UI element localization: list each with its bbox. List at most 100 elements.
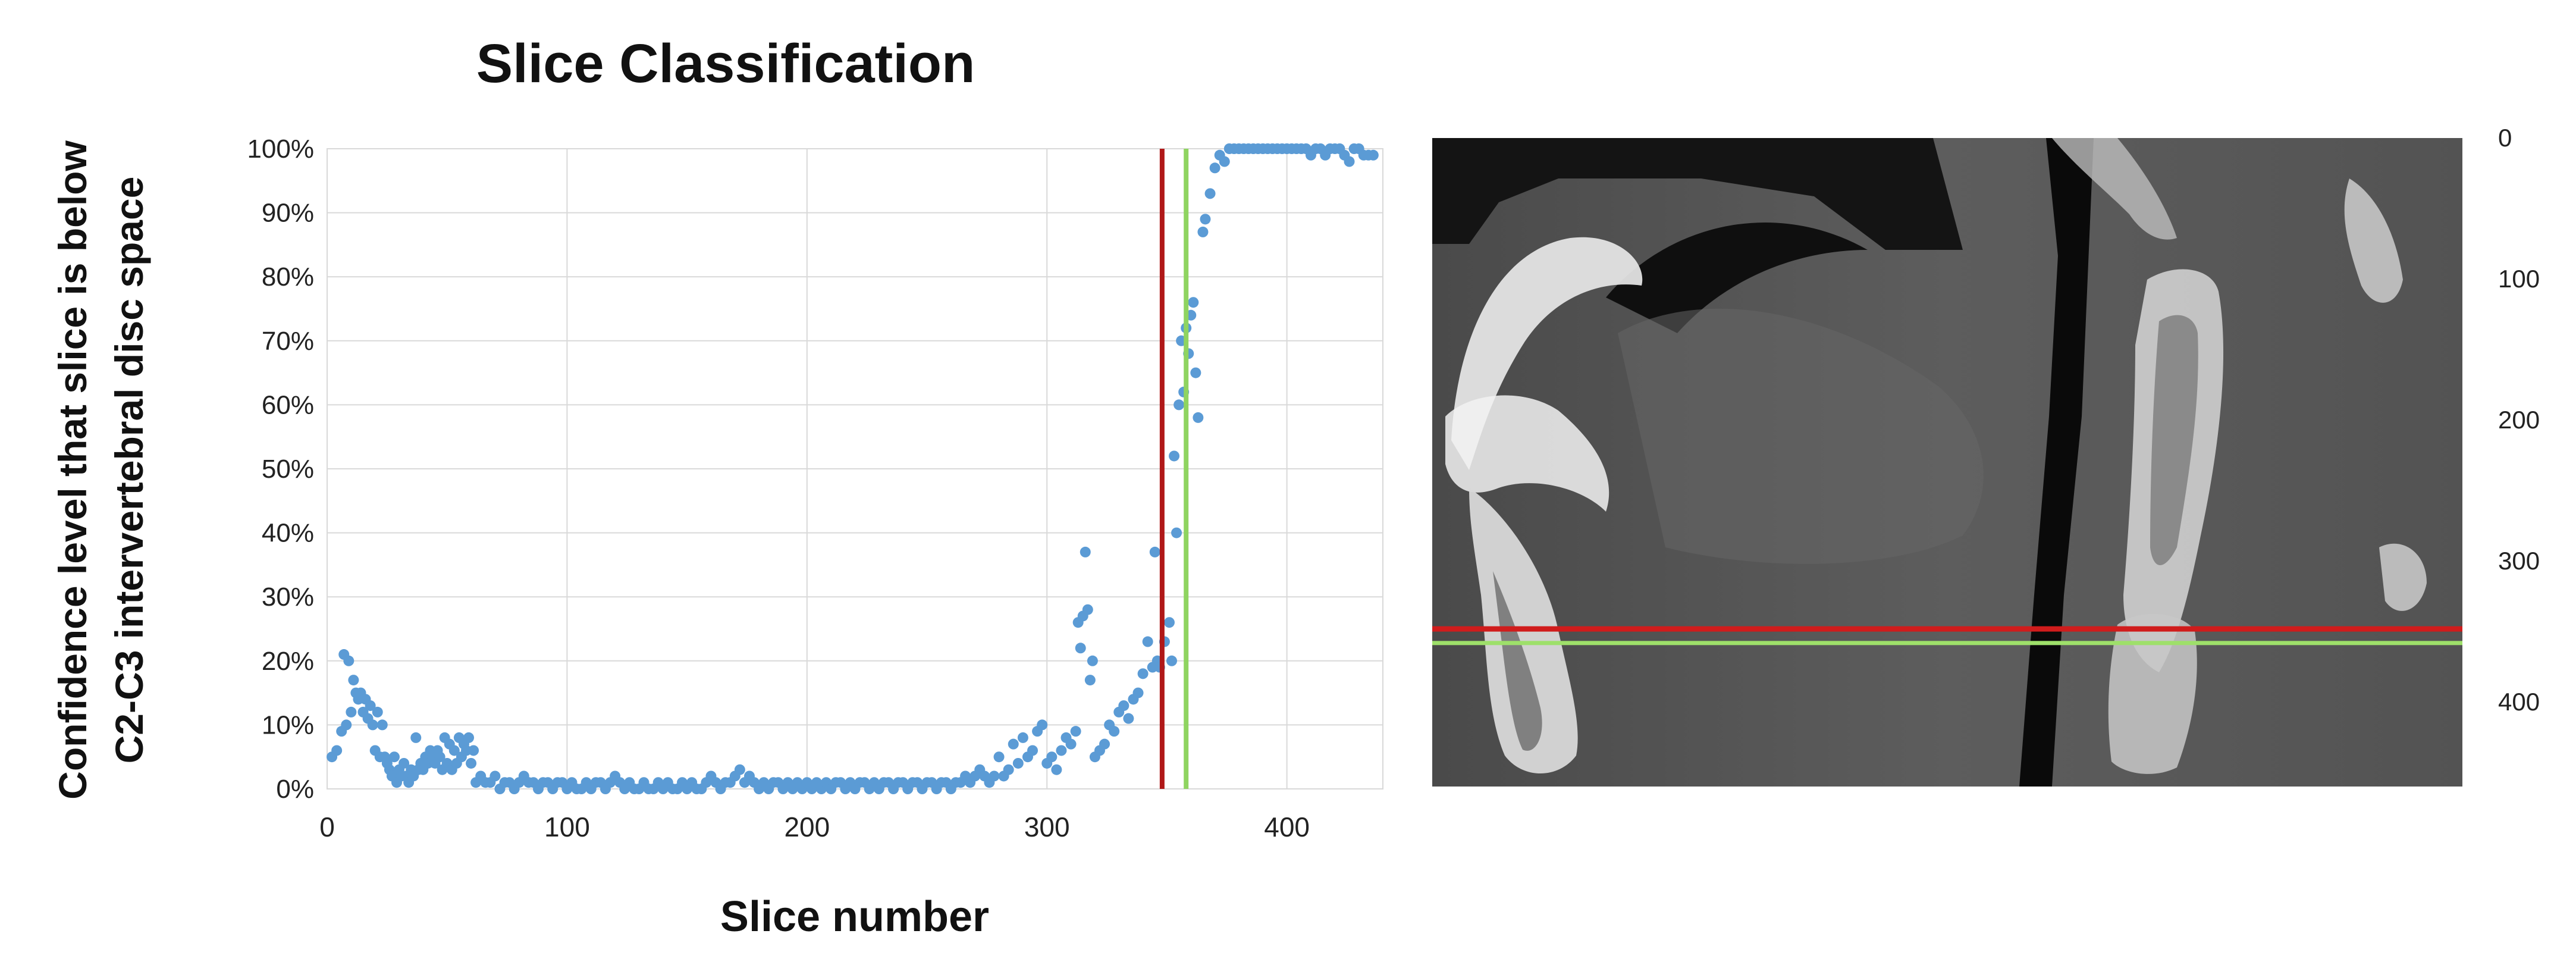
data-point [434,751,445,763]
data-point [1027,745,1038,756]
data-point [1123,713,1134,724]
hard-palate [1451,237,1643,470]
clivus [2052,138,2177,240]
data-point [388,751,400,763]
data-point [1109,726,1120,737]
data-point [399,757,410,769]
y-tick-label: 50% [262,455,314,484]
x-tick-label: 200 [784,812,830,842]
data-point [1008,738,1019,750]
ct-scale-label: 400 [2498,688,2540,716]
maxilla-teeth [1445,395,1609,512]
data-point [410,732,422,743]
data-point [341,719,352,731]
data-point [1087,655,1098,666]
data-point [1197,226,1209,237]
tongue-region [1618,308,1984,564]
x-tick-label: 100 [544,812,590,842]
data-point [1190,367,1201,378]
data-point [1344,156,1355,167]
vertical-reference-lines [1159,149,1189,789]
chart-title: Slice Classification [476,33,975,94]
data-point [1003,764,1014,775]
data-point [1166,655,1177,666]
data-point [993,751,1005,763]
data-point [468,745,479,756]
data-point [1046,751,1058,763]
grid-lines [327,148,1383,789]
y-tick-label: 70% [262,327,314,356]
y-tick-label: 10% [262,710,314,740]
ct-scale-label: 300 [2498,547,2540,575]
oral-airway [1606,222,1868,333]
ct-scale-label: 200 [2498,406,2540,434]
data-point [1099,738,1110,750]
data-point [1056,745,1067,756]
posterior-elements [2344,178,2427,611]
data-point [1132,687,1144,698]
c3-vertebra [2108,613,2197,774]
green-reference-line [1432,641,2462,646]
data-point [348,675,359,686]
data-point [367,719,378,731]
y-tick-label: 100% [247,134,314,164]
data-point [331,745,343,756]
pharyngeal-airway [2019,138,2094,787]
x-axis-ticks: 0 100 200 300 400 [319,812,1310,842]
data-point [1082,604,1093,615]
data-point [463,732,475,743]
y-tick-label: 20% [262,647,314,676]
data-point [1174,399,1185,411]
x-tick-label: 0 [319,812,335,842]
y-tick-label: 30% [262,582,314,612]
data-point [1219,156,1230,167]
data-point [1051,764,1062,775]
data-point [1204,188,1216,199]
data-point [448,745,460,756]
data-point [734,764,745,775]
data-point [1075,643,1086,654]
data-point [1118,700,1129,712]
data-point [1065,738,1077,750]
confidence-scatter-chart: Slice Classification 0% 10% 20% 30% 40% 50% 60… [51,33,1383,941]
y-tick-label: 60% [262,390,314,419]
ct-scale-label: 0 [2498,124,2512,152]
x-axis-label: Slice number [720,893,989,941]
red-reference-line [1432,626,2462,632]
y-axis-label-line-1: Confidence level that slice is below [51,140,95,800]
y-axis-label-line-2: C2-C3 intervertebral disc space [107,177,151,764]
data-point [989,770,1000,782]
data-point [346,706,357,718]
data-point [1012,757,1024,769]
data-point [1171,527,1182,538]
y-axis-ticks: 0% 10% 20% 30% 40% 50% 60% 70% 80% 90% 100% [247,134,314,804]
y-tick-label: 80% [262,262,314,292]
ct-slice-scale: 0 100 200 300 400 [2498,124,2540,716]
data-point [1200,214,1211,225]
data-point [376,719,388,731]
y-tick-label: 40% [262,519,314,548]
data-point [1188,297,1199,308]
ct-sagittal-image [1432,138,2462,787]
x-tick-label: 300 [1024,812,1070,842]
data-point [1367,149,1379,161]
data-point [1037,719,1048,731]
data-point [1193,412,1204,423]
y-tick-label: 0% [276,775,314,804]
data-point [1209,162,1220,174]
c2-vertebra-core [2150,315,2198,565]
y-tick-label: 90% [262,199,314,228]
data-points [327,143,1379,794]
data-point [1017,732,1028,743]
data-point [1070,726,1081,737]
data-point [1080,546,1091,557]
ct-scale-label: 100 [2498,265,2540,293]
data-point [365,700,376,712]
data-point [1084,675,1096,686]
data-point [490,770,501,782]
data-point [1163,617,1175,628]
data-point [1142,636,1153,647]
data-point [1149,546,1160,557]
data-point [372,706,383,718]
